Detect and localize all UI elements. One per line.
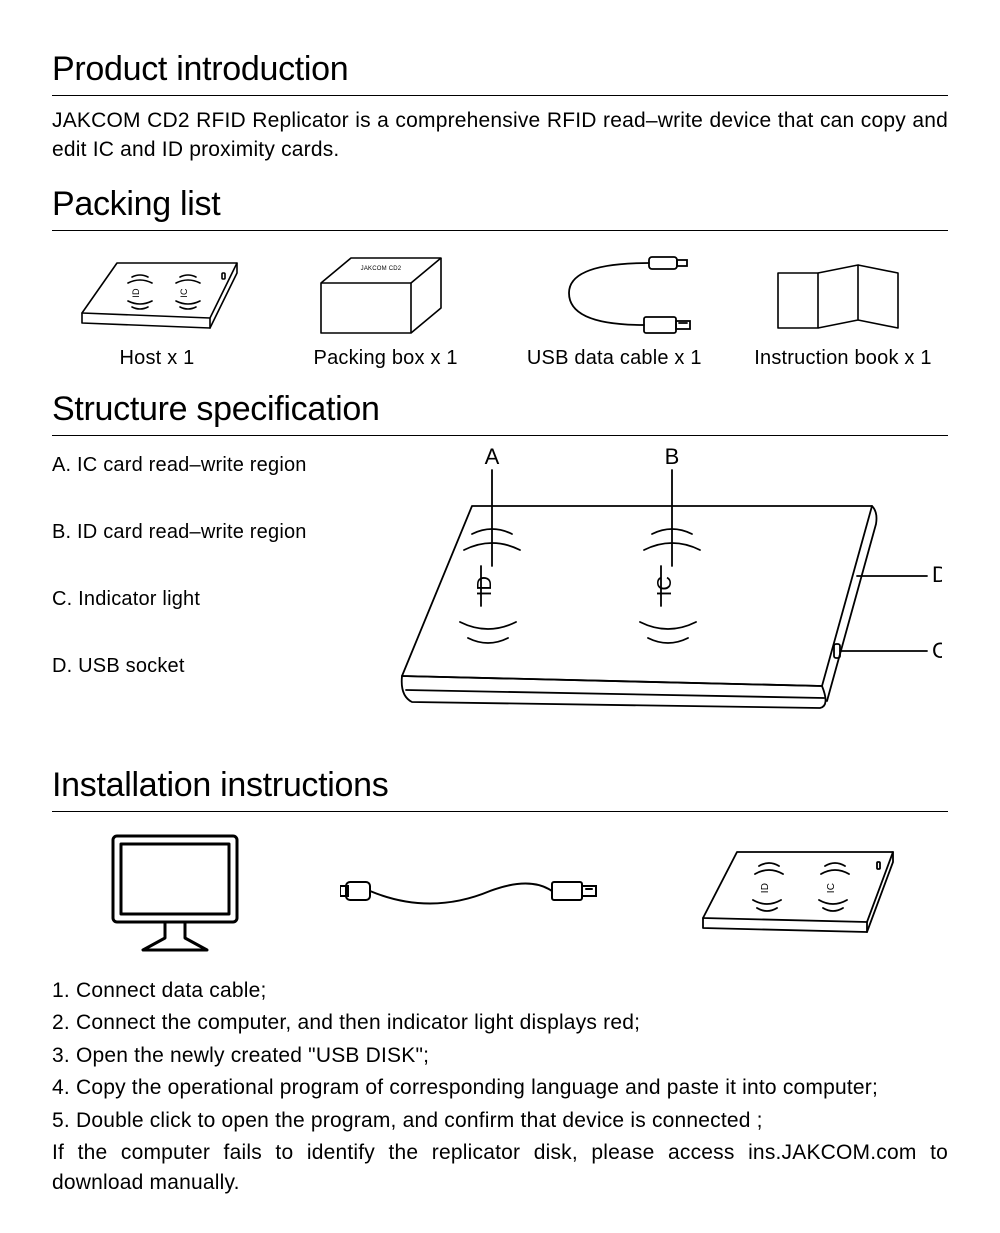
packing-item-cable: USB data cable x 1 bbox=[509, 243, 719, 370]
packing-item-host: ID IC Host x 1 bbox=[52, 243, 262, 370]
svg-text:ID: ID bbox=[760, 883, 771, 893]
install-step: 4. Copy the operational program of corre… bbox=[52, 1073, 948, 1103]
packing-label: USB data cable x 1 bbox=[509, 347, 719, 370]
structure-figure: A B ID IC bbox=[372, 446, 948, 746]
svg-text:B: B bbox=[665, 446, 680, 469]
install-step: 1. Connect data cable; bbox=[52, 976, 948, 1006]
instruction-book-icon bbox=[738, 243, 948, 343]
svg-text:C: C bbox=[932, 638, 942, 663]
intro-heading: Product introduction bbox=[52, 50, 948, 96]
install-step: 3. Open the newly created "USB DISK"; bbox=[52, 1041, 948, 1071]
structure-item: D. USB socket bbox=[52, 655, 372, 678]
cable-icon bbox=[340, 856, 600, 926]
structure-item: A. IC card read–write region bbox=[52, 454, 372, 477]
svg-text:IC: IC bbox=[826, 883, 837, 893]
packing-item-book: Instruction book x 1 bbox=[738, 243, 948, 370]
svg-text:ID: ID bbox=[131, 288, 141, 298]
packing-row: ID IC Host x 1 bbox=[52, 243, 948, 370]
structure-heading: Structure specification bbox=[52, 390, 948, 436]
packing-label: Host x 1 bbox=[52, 347, 262, 370]
install-heading: Installation instructions bbox=[52, 766, 948, 812]
svg-text:ID: ID bbox=[474, 576, 496, 596]
install-step: 2. Connect the computer, and then indica… bbox=[52, 1008, 948, 1038]
svg-text:IC: IC bbox=[179, 288, 189, 298]
install-note: If the computer fails to identify the re… bbox=[52, 1138, 948, 1199]
structure-wrap: A. IC card read–write region B. ID card … bbox=[52, 446, 948, 746]
device-icon: ID IC bbox=[685, 836, 905, 946]
svg-text:IC: IC bbox=[654, 576, 676, 596]
monitor-icon bbox=[95, 826, 255, 956]
intro-text: JAKCOM CD2 RFID Replicator is a comprehe… bbox=[52, 106, 948, 165]
packing-label: Packing box x 1 bbox=[281, 347, 491, 370]
structure-list: A. IC card read–write region B. ID card … bbox=[52, 446, 372, 746]
svg-text:JAKCOM CD2: JAKCOM CD2 bbox=[360, 266, 401, 272]
usb-cable-icon bbox=[509, 243, 719, 343]
install-steps: 1. Connect data cable; 2. Connect the co… bbox=[52, 976, 948, 1136]
packing-label: Instruction book x 1 bbox=[738, 347, 948, 370]
install-step: 5. Double click to open the program, and… bbox=[52, 1106, 948, 1136]
install-icons: ID IC bbox=[52, 826, 948, 956]
structure-item: B. ID card read–write region bbox=[52, 521, 372, 544]
svg-text:D: D bbox=[932, 562, 942, 587]
host-device-icon: ID IC bbox=[52, 243, 262, 343]
structure-item: C. Indicator light bbox=[52, 588, 372, 611]
packing-item-box: JAKCOM CD2 Packing box x 1 bbox=[281, 243, 491, 370]
packing-heading: Packing list bbox=[52, 185, 948, 231]
svg-text:A: A bbox=[485, 446, 500, 469]
packing-box-icon: JAKCOM CD2 bbox=[281, 243, 491, 343]
